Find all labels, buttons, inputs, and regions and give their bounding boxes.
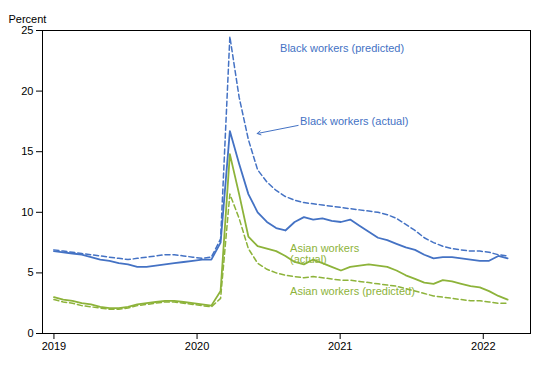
svg-text:20: 20 [21, 85, 33, 97]
svg-text:2019: 2019 [42, 340, 66, 352]
svg-text:15: 15 [21, 145, 33, 157]
svg-text:2020: 2020 [185, 340, 209, 352]
svg-text:Black workers (actual): Black workers (actual) [300, 115, 408, 127]
svg-text:Asian workers(actual): Asian workers(actual) [290, 242, 360, 265]
svg-text:10: 10 [21, 206, 33, 218]
svg-text:Black workers (predicted): Black workers (predicted) [280, 42, 404, 54]
svg-text:Asian workers (predicted): Asian workers (predicted) [290, 285, 415, 297]
svg-text:2022: 2022 [471, 340, 495, 352]
svg-text:25: 25 [21, 24, 33, 36]
svg-text:2021: 2021 [328, 340, 352, 352]
svg-text:Percent: Percent [9, 13, 47, 25]
svg-text:0: 0 [27, 327, 33, 339]
svg-text:5: 5 [27, 266, 33, 278]
